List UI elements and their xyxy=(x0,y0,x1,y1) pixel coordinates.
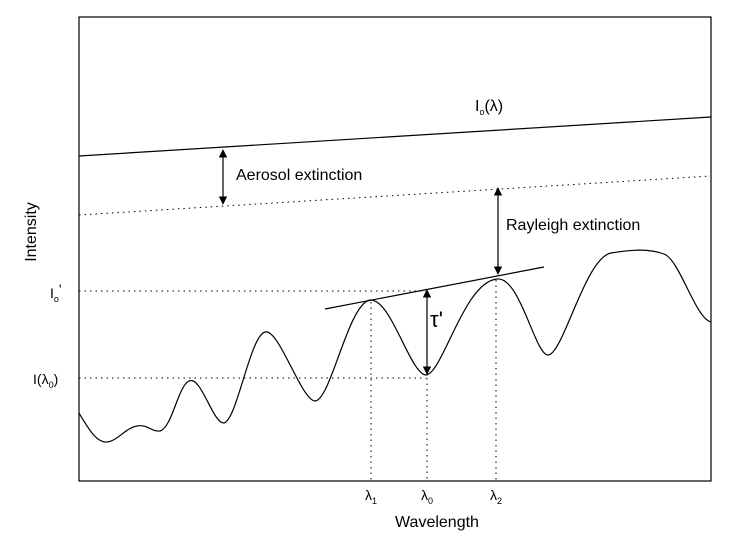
lambda0-tick-label: λ0 xyxy=(421,487,433,506)
x-axis-label: Wavelength xyxy=(395,514,479,531)
tangent-baseline xyxy=(324,266,545,310)
lambda2-tick-label: λ2 xyxy=(490,487,502,506)
y-axis-label: Intensity xyxy=(23,202,40,262)
measured-spectrum-curve xyxy=(78,249,712,443)
lambda1-tick-label: λ1 xyxy=(365,487,377,506)
rayleigh-extinction-label: Rayleigh extinction xyxy=(506,217,640,234)
tau-label: τ' xyxy=(430,307,443,332)
incident-intensity-label: Io(λ) xyxy=(475,98,503,117)
io-prime-tick-label: Io' xyxy=(50,281,62,304)
i-lambda0-tick-label: I(λ0) xyxy=(33,371,58,390)
aerosol-attenuated-line xyxy=(78,175,712,216)
aerosol-extinction-label: Aerosol extinction xyxy=(236,167,362,184)
incident-intensity-line xyxy=(78,116,712,157)
plot-frame xyxy=(78,16,712,482)
